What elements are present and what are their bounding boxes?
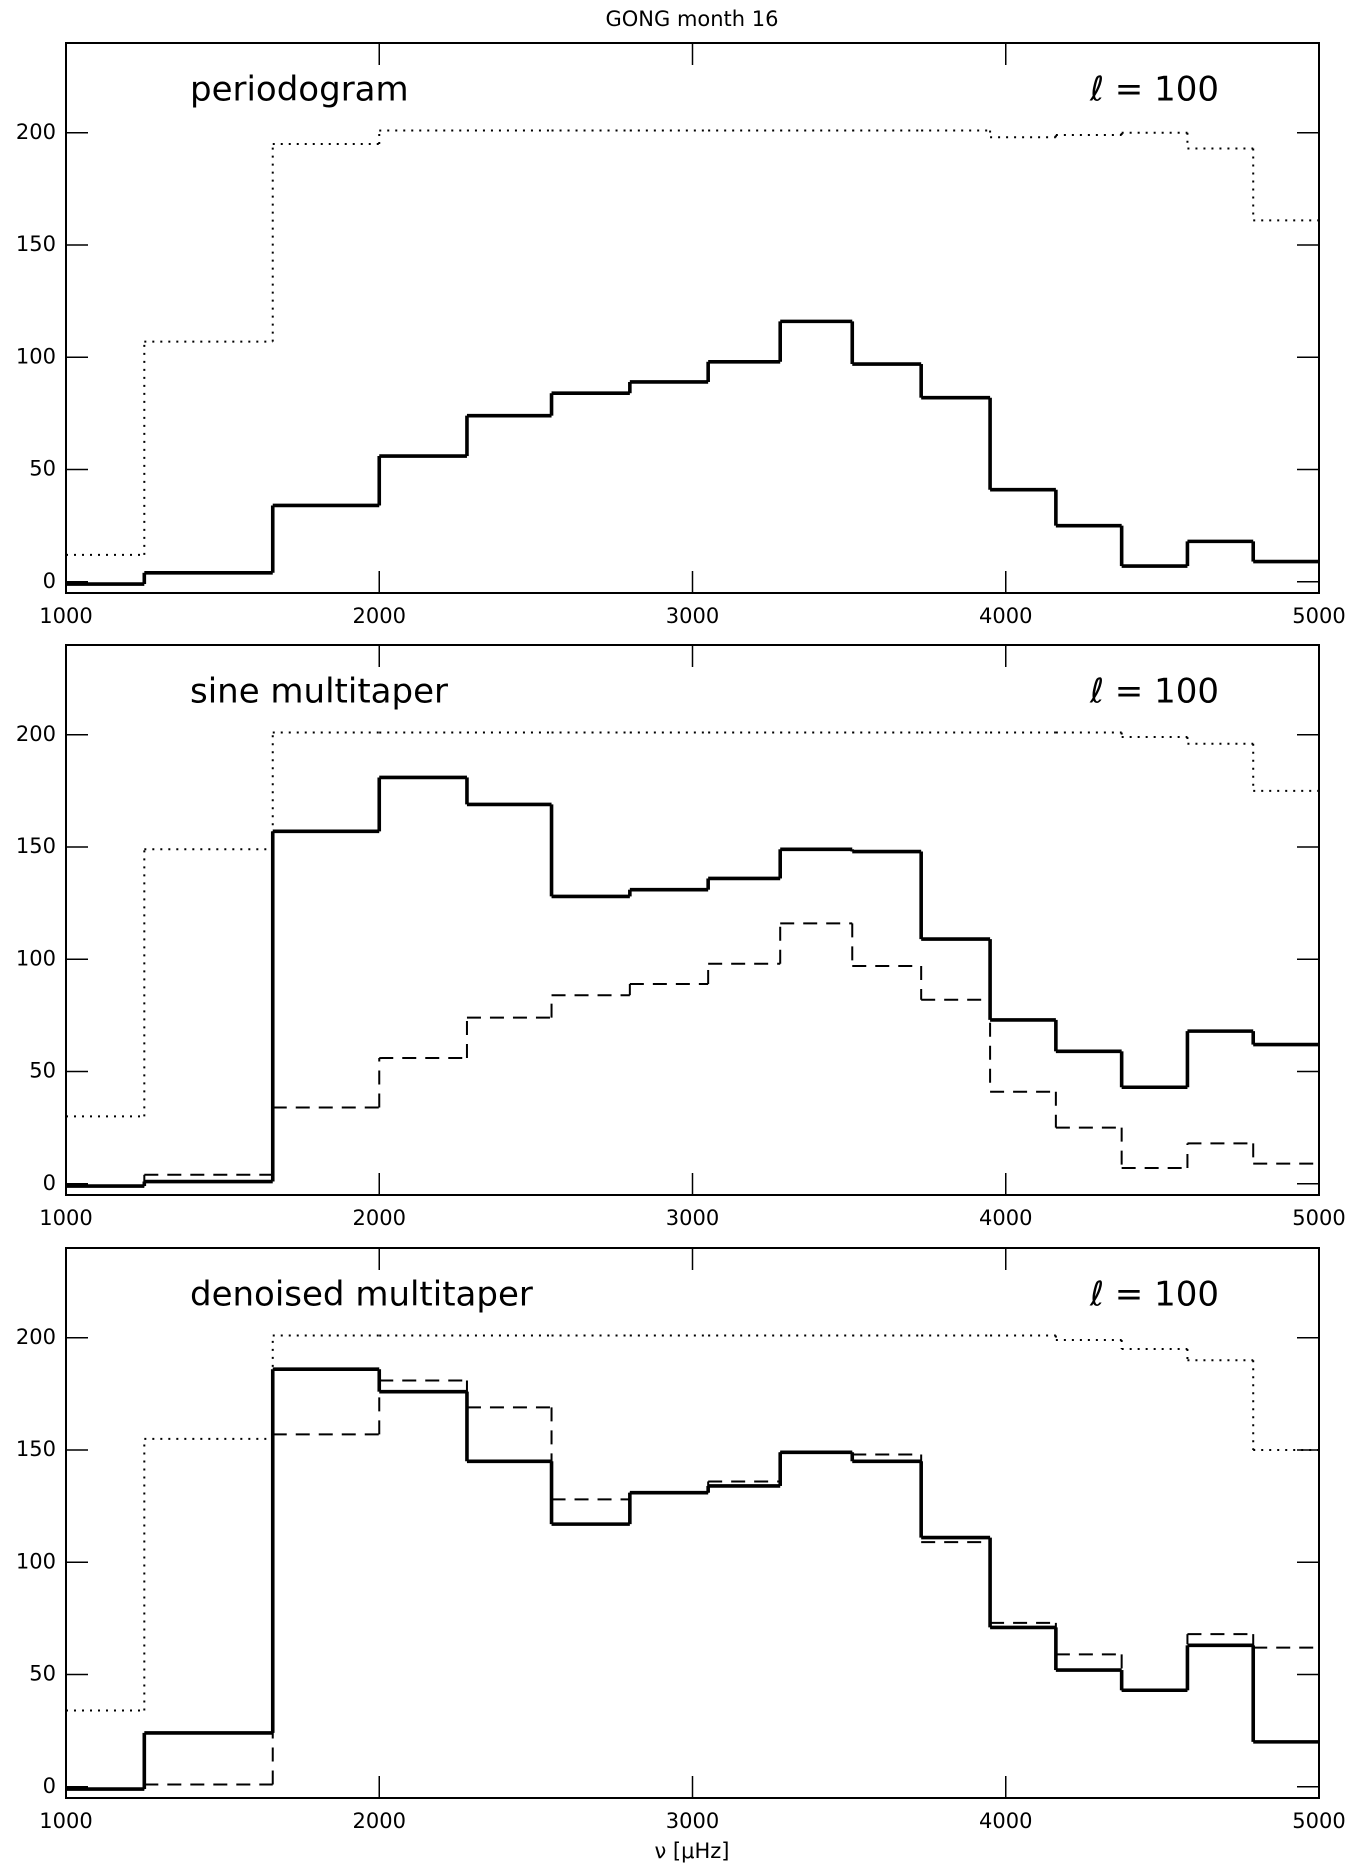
panel-title: periodogram xyxy=(190,70,409,110)
plot-frame xyxy=(65,1247,1320,1799)
x-tick-label: 1000 xyxy=(39,1809,92,1833)
x-tick-label: 5000 xyxy=(1292,1809,1345,1833)
y-tick-label: 150 xyxy=(16,1437,56,1461)
panel-title: denoised multitaper xyxy=(190,1275,533,1315)
x-tick-label: 3000 xyxy=(666,1809,719,1833)
y-tick-label: 100 xyxy=(16,1549,56,1573)
x-tick-label: 1000 xyxy=(39,604,92,628)
x-tick-label: 2000 xyxy=(353,1809,406,1833)
x-tick-label: 1000 xyxy=(39,1206,92,1230)
y-tick-label: 150 xyxy=(16,232,56,256)
x-tick-label: 2000 xyxy=(353,1206,406,1230)
plot-frame xyxy=(65,644,1320,1196)
x-axis-label: ν [μHz] xyxy=(655,1839,730,1863)
x-tick-label: 5000 xyxy=(1292,1206,1345,1230)
figure-title: GONG month 16 xyxy=(605,7,778,31)
plot-frame xyxy=(65,42,1320,594)
x-tick-label: 5000 xyxy=(1292,604,1345,628)
x-tick-label: 4000 xyxy=(979,604,1032,628)
x-tick-label: 4000 xyxy=(979,1809,1032,1833)
y-tick-label: 100 xyxy=(16,344,56,368)
x-tick-label: 4000 xyxy=(979,1206,1032,1230)
y-tick-label: 50 xyxy=(29,1662,56,1686)
panel-title: sine multitaper xyxy=(190,672,448,712)
panel-annotation: ℓ = 100 xyxy=(1089,1275,1219,1315)
y-tick-label: 200 xyxy=(16,1325,56,1349)
y-tick-label: 0 xyxy=(43,1774,56,1798)
x-tick-label: 2000 xyxy=(353,604,406,628)
panel-annotation: ℓ = 100 xyxy=(1089,70,1219,110)
y-tick-label: 200 xyxy=(16,120,56,144)
y-tick-label: 0 xyxy=(43,1171,56,1195)
y-tick-label: 50 xyxy=(29,1059,56,1083)
y-tick-label: 50 xyxy=(29,457,56,481)
x-tick-label: 3000 xyxy=(666,604,719,628)
y-tick-label: 200 xyxy=(16,722,56,746)
y-tick-label: 150 xyxy=(16,834,56,858)
x-tick-label: 3000 xyxy=(666,1206,719,1230)
y-tick-label: 0 xyxy=(43,569,56,593)
panel-annotation: ℓ = 100 xyxy=(1089,672,1219,712)
y-tick-label: 100 xyxy=(16,946,56,970)
